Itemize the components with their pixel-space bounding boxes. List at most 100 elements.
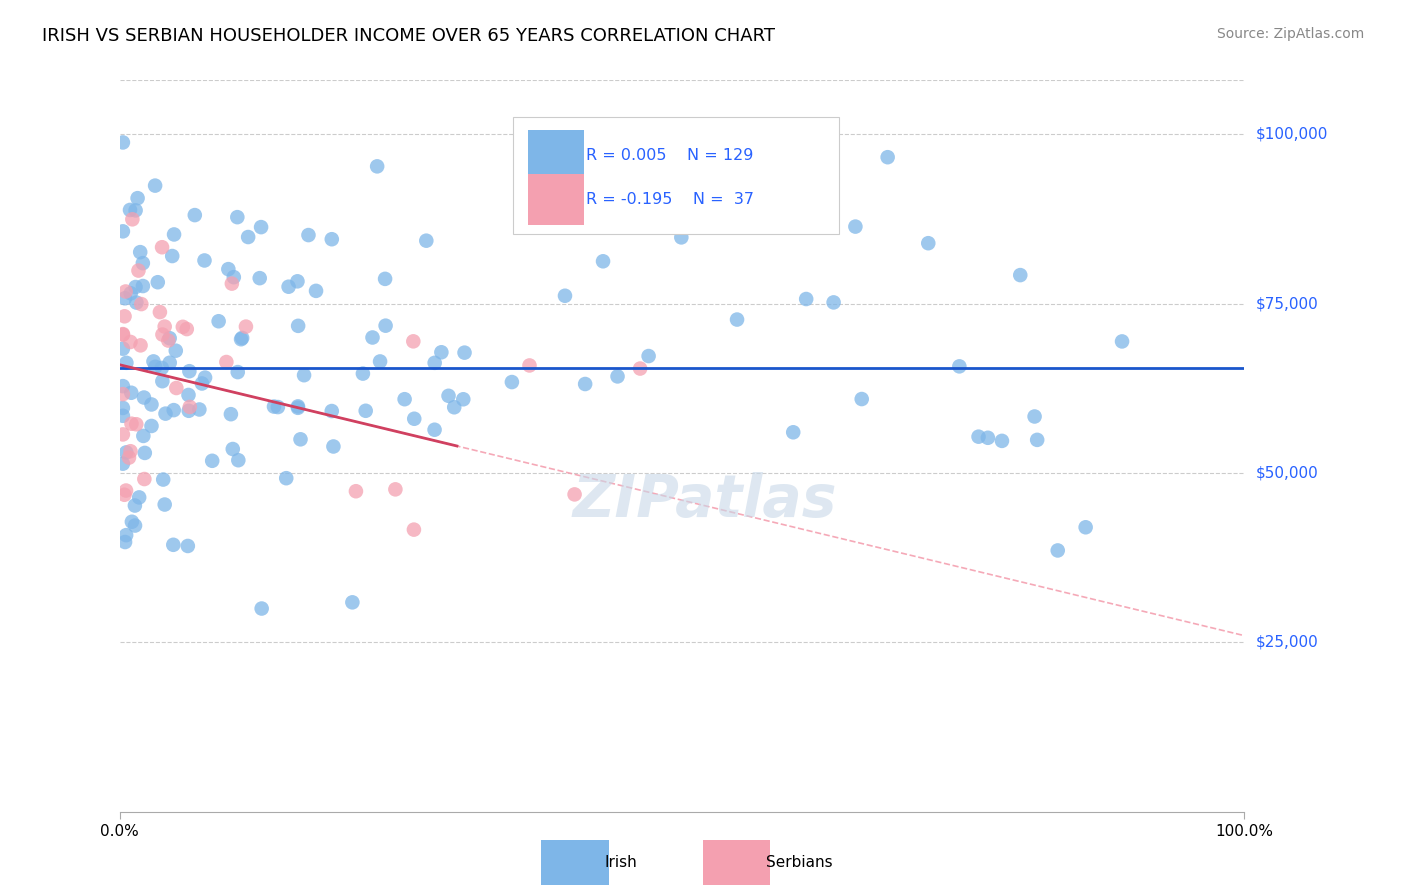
Point xyxy=(153,498,176,512)
Point xyxy=(121,515,143,529)
Point xyxy=(179,400,201,414)
Point xyxy=(163,403,186,417)
Point xyxy=(402,523,425,537)
Point xyxy=(374,318,396,333)
Point xyxy=(115,528,138,542)
Point xyxy=(128,491,150,505)
Point xyxy=(592,254,614,268)
Point xyxy=(129,338,152,352)
Point xyxy=(851,392,873,406)
Point xyxy=(322,440,344,454)
Point xyxy=(267,400,290,414)
Point xyxy=(141,419,163,434)
Point xyxy=(1074,520,1097,534)
Text: $75,000: $75,000 xyxy=(1256,296,1319,311)
Point xyxy=(155,407,177,421)
Point xyxy=(1010,268,1032,282)
Point xyxy=(132,256,155,270)
Point xyxy=(574,377,596,392)
Point xyxy=(134,446,156,460)
Point xyxy=(228,453,250,467)
Point xyxy=(368,354,391,368)
Point xyxy=(141,397,163,411)
Text: Serbians: Serbians xyxy=(766,855,832,870)
Point xyxy=(111,224,134,238)
Point xyxy=(287,400,309,414)
Point xyxy=(159,331,181,345)
Point xyxy=(292,368,315,383)
Point xyxy=(172,319,194,334)
Point xyxy=(111,427,134,442)
Point xyxy=(222,442,245,456)
Point xyxy=(453,392,475,407)
Point xyxy=(146,275,169,289)
Point xyxy=(725,312,748,326)
Point xyxy=(132,429,155,443)
Point xyxy=(132,391,155,405)
Point xyxy=(152,473,174,487)
Point xyxy=(250,220,273,235)
Point xyxy=(143,359,166,374)
Point xyxy=(250,601,273,615)
Point xyxy=(354,404,377,418)
Point xyxy=(606,369,628,384)
Point xyxy=(121,417,143,431)
Point xyxy=(177,539,200,553)
Point xyxy=(823,295,845,310)
Point xyxy=(215,355,238,369)
Point xyxy=(120,334,142,349)
Point xyxy=(163,227,186,242)
Point xyxy=(208,314,231,328)
Point xyxy=(114,535,136,549)
Point xyxy=(361,330,384,344)
Point xyxy=(917,236,939,251)
Point xyxy=(967,430,990,444)
Point xyxy=(876,150,898,164)
Point xyxy=(290,432,312,446)
Point xyxy=(276,471,298,485)
Point xyxy=(628,361,651,376)
Point xyxy=(342,595,364,609)
Point xyxy=(352,367,374,381)
Point xyxy=(235,319,257,334)
Point xyxy=(111,457,134,471)
FancyBboxPatch shape xyxy=(527,130,583,181)
Point xyxy=(1111,334,1133,349)
Point xyxy=(277,279,299,293)
Point xyxy=(115,483,138,498)
Point xyxy=(1024,409,1046,424)
Point xyxy=(415,234,437,248)
Text: Irish: Irish xyxy=(605,855,637,870)
Point xyxy=(111,409,134,423)
Point xyxy=(344,484,367,499)
Point xyxy=(219,407,242,421)
Point xyxy=(297,228,319,243)
Point xyxy=(111,401,134,415)
Point xyxy=(179,364,201,378)
Text: R = -0.195    N =  37: R = -0.195 N = 37 xyxy=(586,192,754,207)
Point xyxy=(221,277,243,291)
Point xyxy=(844,219,866,234)
Point xyxy=(404,411,426,425)
Point xyxy=(437,389,460,403)
Point xyxy=(157,334,180,348)
Point xyxy=(165,381,187,395)
Point xyxy=(1026,433,1049,447)
Point xyxy=(160,249,183,263)
Point xyxy=(374,272,396,286)
Text: ZIPatlas: ZIPatlas xyxy=(572,472,837,529)
Point xyxy=(794,292,817,306)
Point xyxy=(384,483,406,497)
Point xyxy=(124,499,146,513)
Point xyxy=(177,388,200,402)
Point xyxy=(423,423,446,437)
Point xyxy=(142,354,165,368)
Point xyxy=(443,401,465,415)
Point xyxy=(184,208,207,222)
Text: R = 0.005    N = 129: R = 0.005 N = 129 xyxy=(586,148,754,163)
Point xyxy=(149,305,172,319)
Point xyxy=(430,345,453,359)
Point xyxy=(131,297,153,311)
Point xyxy=(249,271,271,285)
Text: IRISH VS SERBIAN HOUSEHOLDER INCOME OVER 65 YEARS CORRELATION CHART: IRISH VS SERBIAN HOUSEHOLDER INCOME OVER… xyxy=(42,27,775,45)
